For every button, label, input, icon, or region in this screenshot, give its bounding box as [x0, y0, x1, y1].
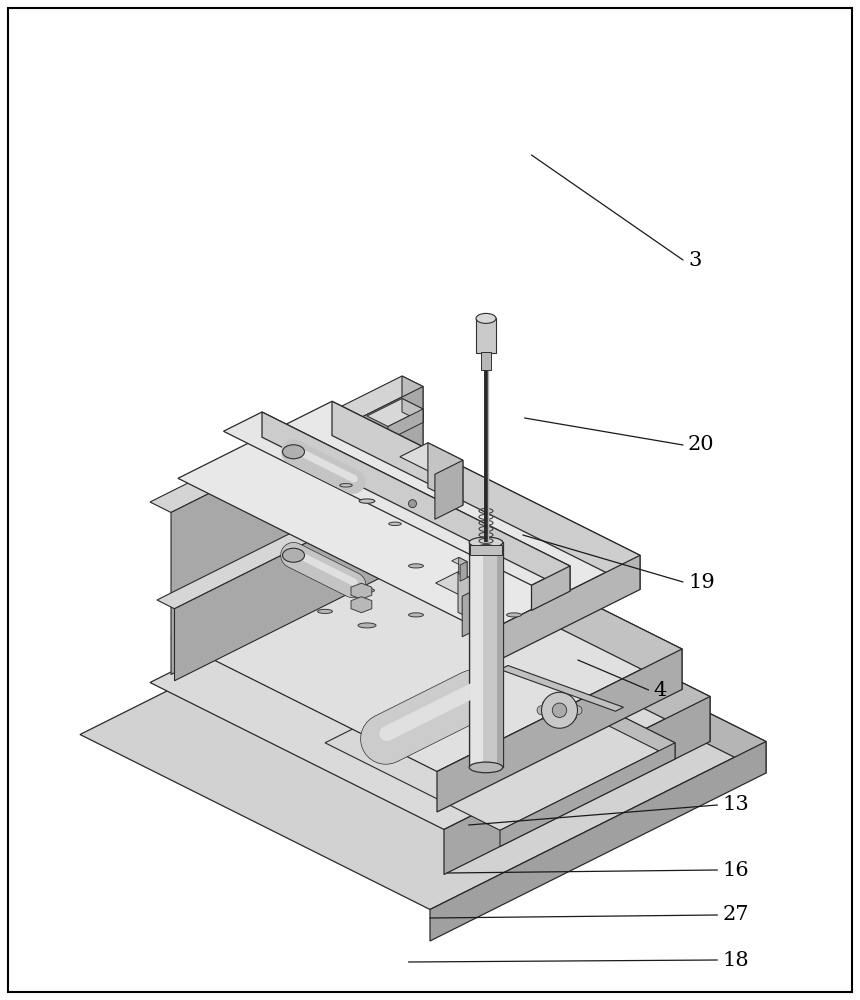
Text: 27: 27 [722, 906, 749, 924]
Polygon shape [351, 597, 372, 613]
Ellipse shape [408, 564, 423, 568]
Circle shape [542, 692, 578, 728]
Polygon shape [150, 376, 423, 512]
Polygon shape [388, 409, 423, 440]
Circle shape [552, 703, 567, 717]
Polygon shape [262, 412, 570, 591]
Polygon shape [150, 550, 710, 830]
Polygon shape [178, 401, 640, 632]
Polygon shape [452, 557, 467, 565]
Text: 13: 13 [722, 795, 749, 814]
Ellipse shape [282, 548, 304, 562]
Polygon shape [500, 666, 624, 711]
Circle shape [573, 706, 582, 715]
Polygon shape [435, 460, 463, 519]
Polygon shape [531, 566, 570, 610]
Text: 19: 19 [688, 573, 715, 592]
Polygon shape [400, 443, 463, 474]
Ellipse shape [458, 588, 472, 592]
Polygon shape [416, 566, 766, 773]
Polygon shape [416, 516, 682, 690]
Circle shape [537, 706, 546, 715]
Ellipse shape [389, 522, 402, 526]
Polygon shape [486, 555, 640, 666]
Text: 20: 20 [688, 436, 715, 454]
Ellipse shape [408, 613, 423, 617]
Polygon shape [460, 562, 467, 581]
Polygon shape [430, 742, 766, 941]
Ellipse shape [507, 613, 521, 617]
Polygon shape [80, 566, 766, 910]
Polygon shape [402, 376, 423, 548]
Circle shape [568, 700, 577, 709]
Ellipse shape [340, 484, 353, 487]
Ellipse shape [476, 313, 496, 323]
Polygon shape [171, 516, 682, 772]
Polygon shape [351, 583, 372, 599]
Text: 3: 3 [688, 250, 702, 269]
Polygon shape [481, 352, 491, 370]
Circle shape [543, 700, 551, 709]
Polygon shape [462, 585, 484, 637]
Polygon shape [470, 545, 502, 555]
Polygon shape [402, 398, 423, 422]
Polygon shape [171, 386, 423, 674]
Polygon shape [332, 401, 640, 589]
Ellipse shape [470, 762, 503, 773]
Polygon shape [402, 478, 420, 558]
Polygon shape [175, 486, 420, 681]
Ellipse shape [282, 445, 304, 459]
Polygon shape [500, 655, 675, 759]
Ellipse shape [359, 499, 375, 503]
Polygon shape [476, 318, 496, 353]
Polygon shape [367, 398, 423, 426]
Polygon shape [437, 649, 682, 812]
Polygon shape [500, 743, 675, 846]
Polygon shape [444, 696, 710, 874]
Polygon shape [458, 557, 467, 578]
Polygon shape [497, 540, 503, 769]
Text: 18: 18 [722, 950, 749, 970]
Ellipse shape [470, 537, 503, 548]
Polygon shape [470, 540, 483, 769]
Circle shape [408, 500, 416, 508]
Polygon shape [470, 542, 503, 767]
Polygon shape [224, 412, 570, 585]
Circle shape [555, 698, 564, 707]
Polygon shape [157, 478, 420, 609]
Ellipse shape [359, 588, 374, 592]
Circle shape [543, 711, 551, 720]
Circle shape [568, 711, 577, 720]
Polygon shape [436, 572, 484, 596]
Circle shape [555, 714, 564, 723]
Ellipse shape [317, 609, 333, 613]
Polygon shape [458, 572, 484, 626]
Polygon shape [428, 443, 463, 505]
Text: 16: 16 [722, 860, 749, 880]
Polygon shape [416, 550, 710, 742]
Ellipse shape [358, 623, 376, 628]
Text: 4: 4 [654, 680, 666, 700]
Polygon shape [325, 655, 675, 830]
